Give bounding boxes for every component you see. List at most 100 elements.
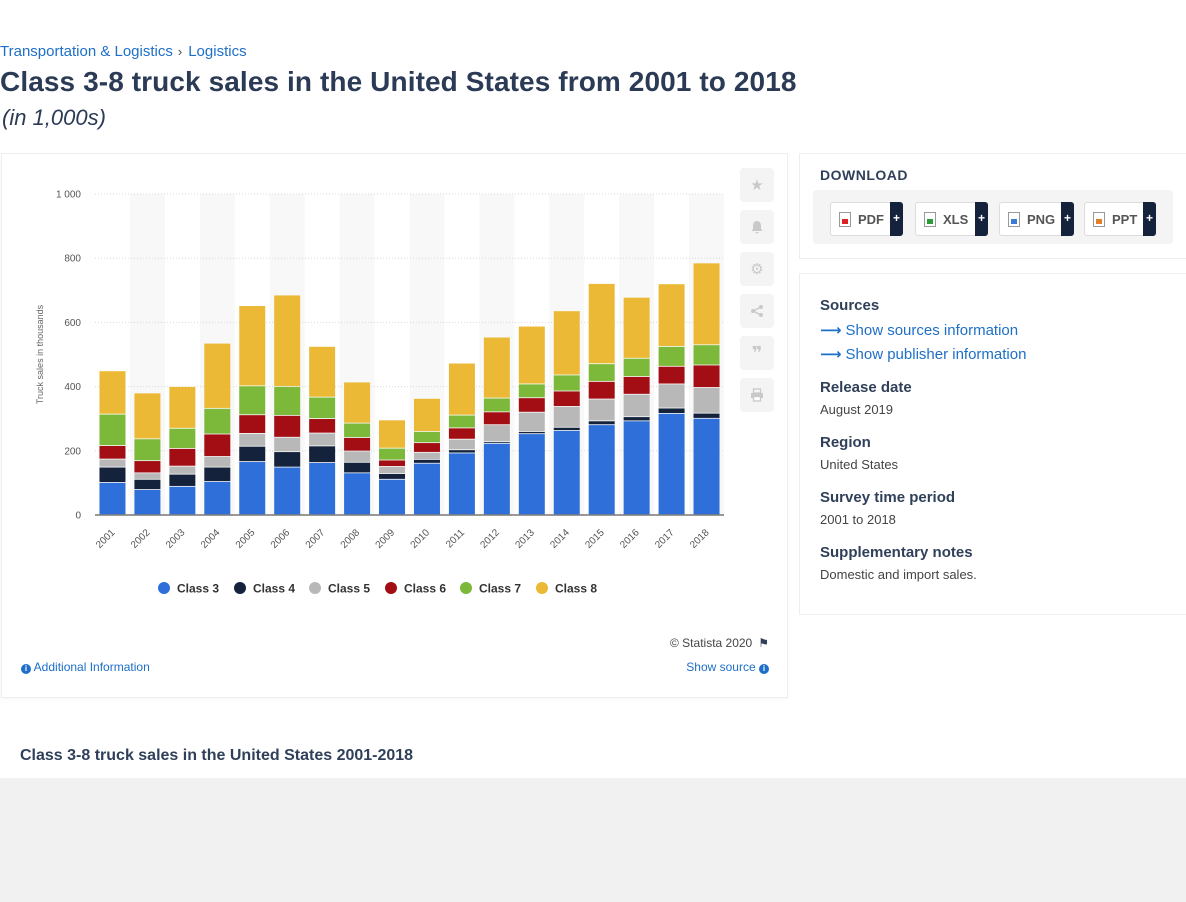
print-icon[interactable] (740, 378, 774, 412)
x-tick-label: 2012 (478, 527, 502, 551)
bar-segment (344, 437, 371, 451)
bar-segment (413, 398, 440, 432)
bar-segment (483, 398, 510, 412)
star-icon[interactable]: ★ (740, 168, 774, 202)
bar-segment (553, 406, 580, 427)
breadcrumb-link-logistics[interactable]: Logistics (188, 43, 247, 60)
bar-segment (274, 437, 301, 452)
bar-segment (413, 459, 440, 463)
bar-segment (379, 466, 406, 474)
download-xls-button[interactable]: XLS + (915, 202, 988, 236)
bar-segment (518, 434, 545, 515)
show-source-link[interactable]: Show source i (686, 660, 769, 674)
legend-marker (536, 582, 548, 594)
bar-segment (413, 452, 440, 459)
bar-segment (623, 417, 650, 421)
bar-segment (169, 474, 196, 486)
bar-segment (623, 358, 650, 377)
bar-segment (99, 467, 126, 483)
bar-segment (518, 326, 545, 384)
download-pdf-button[interactable]: PDF + (830, 202, 903, 236)
page-subtitle: (in 1,000s) (2, 105, 106, 130)
bar-segment (309, 346, 336, 397)
bar-segment (134, 473, 161, 479)
bar-segment (169, 486, 196, 515)
bar-segment (483, 443, 510, 515)
legend-label: Class 6 (404, 582, 446, 596)
bell-icon[interactable] (740, 210, 774, 244)
bar-segment (483, 412, 510, 425)
bar-segment (623, 421, 650, 515)
bar-segment (344, 382, 371, 423)
supplementary-notes-heading: Supplementary notes (820, 544, 973, 561)
bar-segment (134, 439, 161, 461)
bar-segment (99, 459, 126, 467)
bar-segment (309, 433, 336, 446)
bar-segment (693, 365, 720, 388)
bar-segment (344, 473, 371, 515)
bar-segment (658, 413, 685, 515)
x-tick-label: 2015 (583, 527, 607, 551)
bar-segment (588, 364, 615, 381)
bar-segment (658, 346, 685, 366)
bar-segment (588, 381, 615, 399)
bar-segment (483, 337, 510, 398)
legend-label: Class 5 (328, 582, 370, 596)
flag-icon[interactable]: ⚑ (758, 636, 769, 650)
breadcrumb-link-transportation[interactable]: Transportation & Logistics (0, 43, 173, 60)
legend-label: Class 8 (555, 582, 597, 596)
bar-segment (413, 443, 440, 452)
bar-segment (448, 453, 475, 515)
bar-segment (623, 376, 650, 394)
arrow-right-icon: ⟶ (820, 322, 842, 339)
additional-info-link[interactable]: i Additional Information (21, 660, 150, 674)
share-icon[interactable] (740, 294, 774, 328)
bar-segment (309, 419, 336, 433)
copyright: © Statista 2020 ⚑ (670, 636, 769, 650)
bar-segment (693, 387, 720, 413)
sources-heading: Sources (820, 297, 880, 314)
show-sources-label: Show sources information (845, 322, 1019, 339)
bar-segment (658, 366, 685, 384)
bar-segment (99, 371, 126, 414)
bar-segment (658, 384, 685, 408)
supplementary-notes-value: Domestic and import sales. (820, 567, 977, 582)
x-tick-label: 2009 (374, 527, 398, 551)
bar-segment (239, 433, 266, 446)
bar-segment (344, 451, 371, 462)
show-publisher-link[interactable]: ⟶ Show publisher information (820, 345, 1026, 363)
legend-marker (460, 582, 472, 594)
region-value: United States (820, 457, 899, 472)
bar-segment (448, 450, 475, 453)
metadata-panel: Sources ⟶ Show sources information ⟶ Show … (799, 273, 1186, 615)
bar-segment (448, 363, 475, 415)
bar-segment (379, 448, 406, 460)
download-ppt-button[interactable]: PPT + (1084, 202, 1156, 236)
chart-panel: 0 200 400 600 800 1 000 Truck sales in thousan… (1, 153, 788, 698)
x-tick-label: 2005 (234, 527, 258, 551)
download-xls-label: XLS (943, 211, 969, 227)
bar-segment (518, 431, 545, 434)
breadcrumb: Transportation & Logistics › Logistics (0, 43, 247, 60)
bar-segment (693, 418, 720, 515)
bar-segment (658, 284, 685, 346)
x-tick-label: 2016 (618, 527, 642, 551)
quote-icon[interactable]: ❞ (740, 336, 774, 370)
region-heading: Region (820, 434, 871, 451)
bar-segment (553, 427, 580, 431)
bar-segment (553, 311, 580, 375)
gear-icon[interactable]: ⚙ (740, 252, 774, 286)
bar-segment (204, 467, 231, 482)
show-sources-link[interactable]: ⟶ Show sources information (820, 321, 1018, 339)
y-tick-label: 1 000 (56, 190, 81, 201)
x-tick-label: 2007 (304, 527, 328, 551)
download-png-button[interactable]: PNG + (999, 202, 1074, 236)
legend-marker (234, 582, 246, 594)
legend-label: Class 7 (479, 582, 521, 596)
bar-segment (553, 375, 580, 391)
bar-segment (413, 463, 440, 515)
x-tick-label: 2011 (444, 527, 467, 550)
show-publisher-label: Show publisher information (845, 346, 1027, 363)
bar-segment (379, 420, 406, 448)
y-tick-label: 0 (75, 511, 81, 522)
